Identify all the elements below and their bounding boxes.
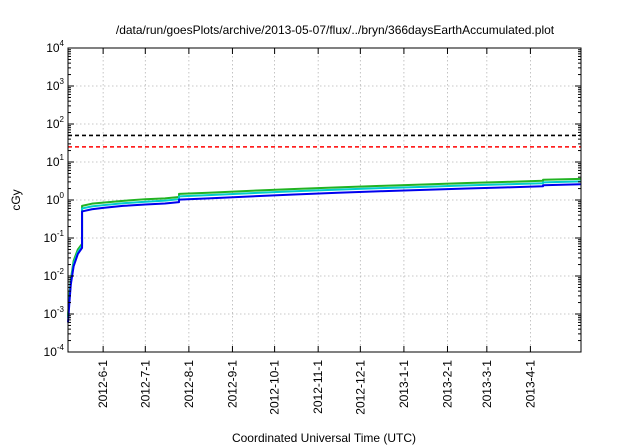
y-tick-label: 10-3: [44, 305, 65, 321]
series-line: [67, 177, 582, 316]
x-tick-label: 2012-8-1: [182, 360, 196, 408]
x-tick-label: 2012-10-1: [268, 360, 282, 415]
x-axis-label: Coordinated Universal Time (UTC): [232, 431, 416, 445]
chart-title: /data/run/goesPlots/archive/2013-05-07/f…: [116, 23, 555, 37]
y-tick-label: 101: [46, 153, 64, 169]
y-tick-label: 10-4: [44, 343, 65, 359]
x-tick-label: 2012-6-1: [96, 360, 110, 408]
series-lines: [67, 177, 582, 323]
x-tick-label: 2013-4-1: [523, 360, 537, 408]
x-tick-label: 2012-12-1: [353, 360, 367, 415]
y-tick-label: 102: [46, 115, 64, 131]
y-tick-label: 10-2: [44, 267, 65, 283]
x-tick-label: 2013-3-1: [480, 360, 494, 408]
y-tick-label: 10-1: [44, 229, 65, 245]
series-line: [67, 183, 582, 323]
x-tick-label: 2012-11-1: [311, 360, 325, 414]
x-tick-label: 2013-2-1: [440, 360, 454, 408]
x-axis-ticks: 2012-6-1 2012-7-1 2012-8-1 2012-9-1 2012-10-…: [96, 48, 537, 415]
x-tick-label: 2012-7-1: [138, 360, 152, 408]
x-tick-label: 2012-9-1: [225, 360, 239, 408]
reference-lines: [68, 134, 581, 148]
y-axis-label: cGy: [9, 189, 23, 210]
x-tick-label: 2013-1-1: [397, 360, 411, 408]
y-tick-label: 104: [46, 39, 64, 55]
y-tick-label: 100: [46, 191, 64, 207]
y-axis-ticks: 10-4 10-3 10-2 10-1 100 101 102 103 104: [44, 39, 581, 359]
y-tick-label: 103: [46, 77, 64, 93]
